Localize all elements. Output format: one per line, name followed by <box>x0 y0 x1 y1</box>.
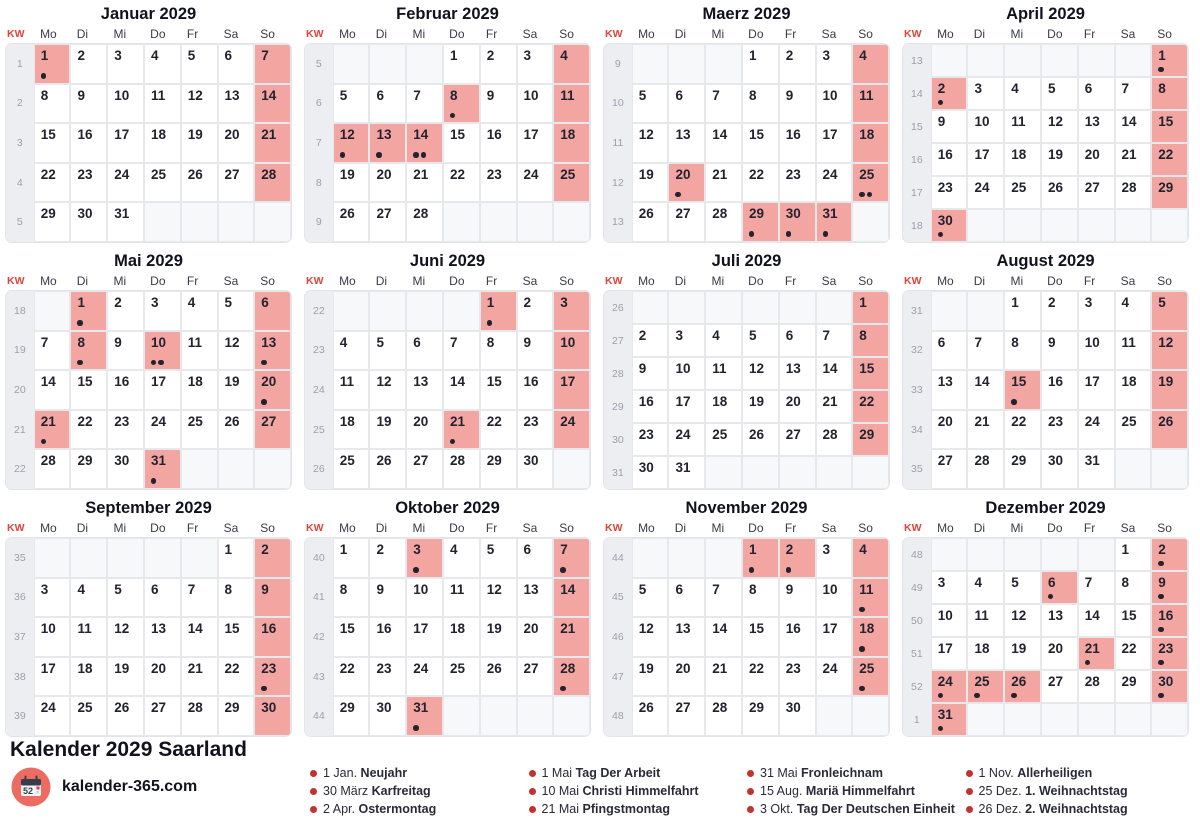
svg-text:52: 52 <box>23 786 33 796</box>
